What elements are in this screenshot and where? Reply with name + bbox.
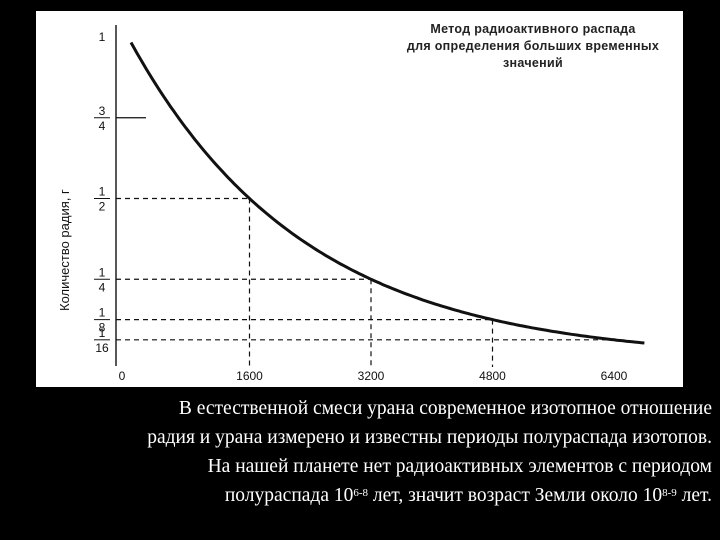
chart-panel: Метод радиоактивного распада для определе… <box>36 11 683 387</box>
x-tick-label: 0 <box>119 369 126 383</box>
x-tick-label: 4800 <box>479 369 506 383</box>
y-tick-numerator: 3 <box>99 104 106 118</box>
y-tick-numerator: 1 <box>99 326 106 340</box>
caption-sup-1: 6-8 <box>353 487 369 499</box>
caption-line-4-b: лет, значит возраст Земли около 10 <box>368 485 663 506</box>
x-tick-label: 1600 <box>236 369 263 383</box>
caption-line-3: На нашей планете нет радиоактивных элеме… <box>207 456 712 477</box>
y-tick-label: 1 <box>99 30 106 44</box>
caption-line-1: В естественной смеси урана современное и… <box>178 398 712 419</box>
decay-curve-series <box>129 41 645 345</box>
y-axis-label: Количество радия, г <box>57 189 72 311</box>
caption-line-4-a: полураспада 10 <box>224 485 354 506</box>
y-tick-denominator: 2 <box>99 200 106 214</box>
x-tick-label: 3200 <box>358 369 385 383</box>
y-tick-numerator: 1 <box>99 185 106 199</box>
caption-line-2: радия и урана измерено и известны период… <box>147 427 712 448</box>
chart-title: Метод радиоактивного распада для определе… <box>407 22 659 70</box>
caption-line-4-c: лет. <box>676 485 712 506</box>
caption-line-4: полураспада 106-8 лет, значит возраст Зе… <box>8 481 712 510</box>
caption-text: В естественной смеси урана современное и… <box>8 394 712 510</box>
chart-title-line-2: для определения больших временных <box>407 39 659 53</box>
x-tick-label: 6400 <box>601 369 628 383</box>
caption-sup-2: 8-9 <box>662 487 677 499</box>
y-tick-denominator: 4 <box>99 280 106 294</box>
decay-chart: Метод радиоактивного распада для определе… <box>57 22 659 383</box>
y-tick-denominator: 4 <box>99 119 106 133</box>
y-tick-denominator: 8 <box>99 321 106 335</box>
y-tick-numerator: 1 <box>99 306 106 320</box>
chart-title-line-1: Метод радиоактивного распада <box>430 22 636 36</box>
chart-title-line-3: значений <box>503 56 563 70</box>
y-tick-denominator: 16 <box>95 341 109 355</box>
y-tick-numerator: 1 <box>99 265 106 279</box>
